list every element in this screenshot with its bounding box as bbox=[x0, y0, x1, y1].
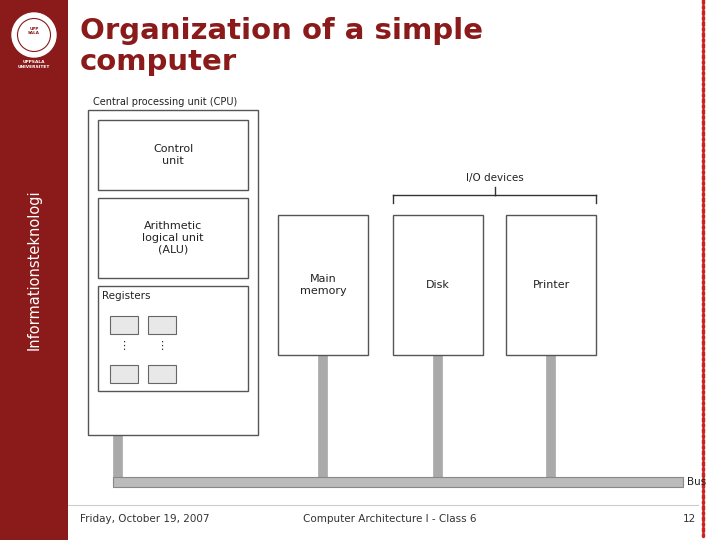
Text: ⋮: ⋮ bbox=[118, 341, 130, 351]
Text: 12: 12 bbox=[683, 514, 696, 524]
Text: Main
memory: Main memory bbox=[300, 274, 346, 296]
Text: Informationsteknologi: Informationsteknologi bbox=[27, 190, 42, 350]
Bar bbox=[278, 215, 368, 355]
Bar bbox=[98, 120, 248, 190]
Text: UPPSALA
UNIVERSITET: UPPSALA UNIVERSITET bbox=[18, 60, 50, 69]
Bar bbox=[148, 365, 176, 383]
Bar bbox=[0, 0, 68, 540]
Text: ⋮: ⋮ bbox=[156, 341, 168, 351]
Text: Computer Architecture I - Class 6: Computer Architecture I - Class 6 bbox=[303, 514, 477, 524]
Text: Friday, October 19, 2007: Friday, October 19, 2007 bbox=[80, 514, 210, 524]
Text: Arithmetic
logical unit
(ALU): Arithmetic logical unit (ALU) bbox=[143, 221, 204, 254]
Bar bbox=[110, 365, 138, 383]
Bar bbox=[148, 316, 176, 334]
Bar bbox=[110, 316, 138, 334]
Text: I/O devices: I/O devices bbox=[466, 173, 523, 183]
Text: Central processing unit (CPU): Central processing unit (CPU) bbox=[93, 97, 238, 107]
Text: UPP
SALA: UPP SALA bbox=[28, 26, 40, 35]
Text: Organization of a simple: Organization of a simple bbox=[80, 17, 483, 45]
Text: Printer: Printer bbox=[532, 280, 570, 290]
Bar bbox=[98, 198, 248, 278]
Bar bbox=[506, 215, 596, 355]
Circle shape bbox=[12, 13, 56, 57]
Text: Registers: Registers bbox=[102, 291, 150, 301]
Text: computer: computer bbox=[80, 48, 237, 76]
Bar bbox=[98, 286, 248, 391]
Text: Control
unit: Control unit bbox=[153, 144, 193, 166]
Bar bbox=[393, 215, 483, 355]
Text: Bus: Bus bbox=[687, 477, 706, 487]
Text: Disk: Disk bbox=[426, 280, 450, 290]
Bar bbox=[113, 477, 683, 487]
Bar bbox=[88, 110, 258, 435]
